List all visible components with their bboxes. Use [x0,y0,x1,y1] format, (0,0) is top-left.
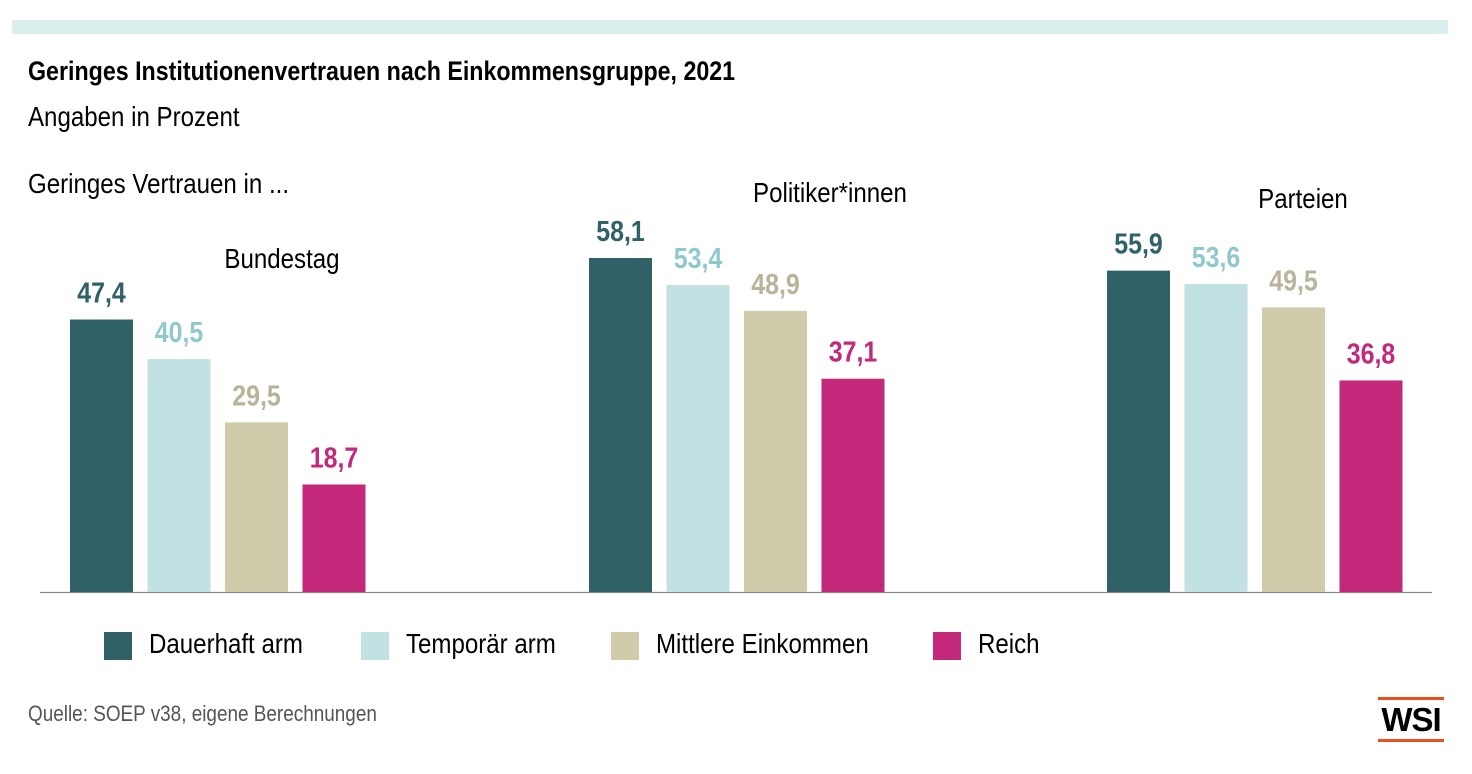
bar [589,258,652,592]
chart-title: Geringes Institutionenvertrauen nach Ein… [28,56,736,86]
bar [1107,270,1170,592]
data-label: 40,5 [155,316,204,348]
bar [1262,307,1325,592]
source-note: Quelle: SOEP v38, eigene Berechnungen [28,701,377,726]
legend-swatch-temporaer-arm [361,632,389,660]
category-label: Politiker*innen [753,176,907,208]
bar [70,319,133,592]
data-label: 53,4 [674,242,723,274]
bar [302,484,366,592]
top-accent-bar [12,20,1448,34]
legend-swatch-dauerhaft-arm [104,632,132,660]
bar [225,422,288,592]
logo-bar-bottom [1378,739,1444,742]
group-intro-label: Geringes Vertrauen in ... [28,168,290,199]
legend-label: Reich [978,628,1040,659]
data-label: 47,4 [77,277,126,309]
bar [744,310,807,592]
legend-swatch-mittlere-einkommen [611,632,639,660]
bar [666,285,730,592]
category-label: Parteien [1258,182,1348,214]
logo-bar-top [1378,697,1444,700]
data-label: 29,5 [232,380,281,412]
bar [1339,380,1403,592]
bar [821,378,885,592]
bar [1184,283,1248,592]
data-label: 49,5 [1269,265,1318,297]
legend-label: Temporär arm [406,628,556,659]
data-label: 53,6 [1192,241,1241,273]
data-label: 58,1 [596,215,645,247]
legend-label: Dauerhaft arm [149,628,303,659]
legend-swatch-reich [933,632,961,660]
data-label: 36,8 [1347,338,1396,370]
bar [147,359,211,592]
logo-text: WSI [1381,701,1441,738]
chart-subtitle: Angaben in Prozent [28,101,240,132]
category-label: Bundestag [224,242,339,274]
data-label: 18,7 [310,442,359,474]
data-label: 37,1 [829,336,878,368]
data-label: 55,9 [1114,228,1163,260]
data-label: 48,9 [751,268,800,300]
legend-label: Mittlere Einkommen [656,628,869,659]
wsi-logo: WSI [1378,697,1444,745]
